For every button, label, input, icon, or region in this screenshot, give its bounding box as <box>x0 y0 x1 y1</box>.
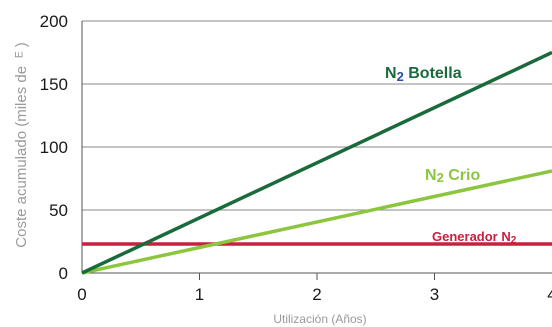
x-tick-labels: 0 1 2 3 4 <box>77 285 552 304</box>
x-tick-label: 4 <box>547 285 552 304</box>
series-label-2: Generador N2 <box>432 229 517 246</box>
y-tick-label: 150 <box>40 75 68 94</box>
series-label-0: N2 Botella <box>385 65 462 84</box>
gridlines <box>82 20 552 211</box>
series-label-1: N2 Crio <box>425 167 480 185</box>
axes <box>81 21 552 280</box>
x-tick-label: 2 <box>312 285 321 304</box>
y-tick-labels: 0 50 100 150 200 <box>40 12 68 283</box>
series-labels: N2 Botella N2 Crio Generador N2 <box>385 65 517 246</box>
y-tick-label: 0 <box>59 264 68 283</box>
series-lines <box>81 50 552 275</box>
y-tick-label: 100 <box>40 138 68 157</box>
y-tick-label: 200 <box>40 12 68 31</box>
series-line-0 <box>81 50 552 275</box>
x-tick-label: 3 <box>430 285 439 304</box>
y-tick-label: 50 <box>49 201 68 220</box>
x-tick-label: 0 <box>77 285 86 304</box>
series-line-1 <box>81 169 552 275</box>
y-axis-title: Coste acumulado (miles de ᴱ ) <box>13 42 30 247</box>
x-tick-label: 1 <box>195 285 204 304</box>
x-axis-title: Utilización (Años) <box>273 312 366 326</box>
